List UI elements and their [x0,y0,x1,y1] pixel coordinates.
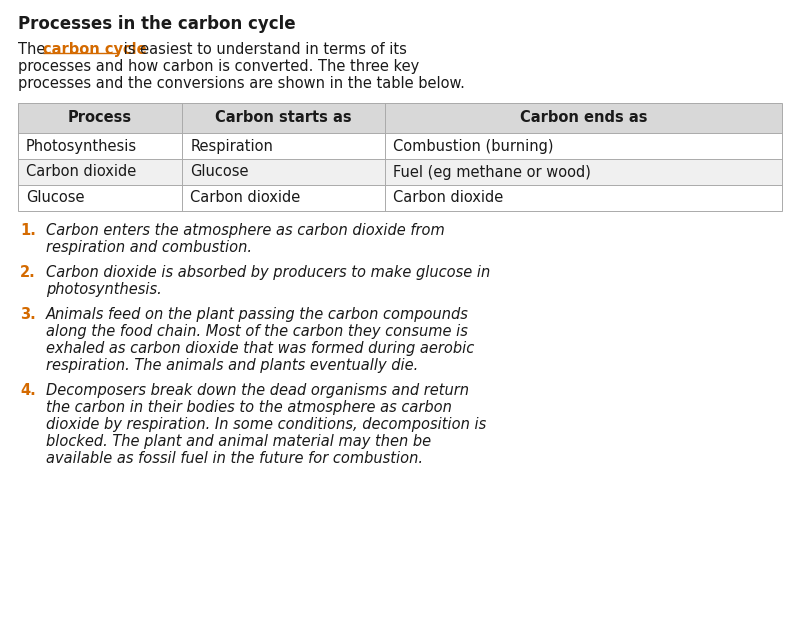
Text: available as fossil fuel in the future for combustion.: available as fossil fuel in the future f… [46,451,423,466]
Text: along the food chain. Most of the carbon they consume is: along the food chain. Most of the carbon… [46,324,468,339]
Text: dioxide by respiration. In some conditions, decomposition is: dioxide by respiration. In some conditio… [46,417,486,432]
Bar [18,133,782,159]
Text: The: The [18,42,50,57]
Text: the carbon in their bodies to the atmosphere as carbon: the carbon in their bodies to the atmosp… [46,400,452,415]
Text: Carbon dioxide: Carbon dioxide [26,164,136,179]
Bar [18,103,782,211]
Text: 3.: 3. [20,307,36,322]
Text: Carbon dioxide: Carbon dioxide [190,191,301,206]
Text: Respiration: Respiration [190,138,273,153]
Text: Glucose: Glucose [190,164,249,179]
Text: exhaled as carbon dioxide that was formed during aerobic: exhaled as carbon dioxide that was forme… [46,341,474,356]
Text: 4.: 4. [20,383,36,398]
Bar [18,185,782,211]
Text: Carbon dioxide: Carbon dioxide [393,191,503,206]
Text: blocked. The plant and animal material may then be: blocked. The plant and animal material m… [46,434,431,449]
Text: processes and how carbon is converted. The three key: processes and how carbon is converted. T… [18,59,419,74]
Text: Animals feed on the plant passing the carbon compounds: Animals feed on the plant passing the ca… [46,307,469,322]
Text: Processes in the carbon cycle: Processes in the carbon cycle [18,15,296,33]
Text: 2.: 2. [20,265,36,280]
Text: Combustion (burning): Combustion (burning) [393,138,554,153]
Text: respiration. The animals and plants eventually die.: respiration. The animals and plants even… [46,358,418,373]
Text: Fuel (eg methane or wood): Fuel (eg methane or wood) [393,164,590,179]
Text: photosynthesis.: photosynthesis. [46,282,162,297]
Text: Photosynthesis: Photosynthesis [26,138,137,153]
Text: is easiest to understand in terms of its: is easiest to understand in terms of its [118,42,406,57]
Text: Process: Process [68,110,132,125]
Text: processes and the conversions are shown in the table below.: processes and the conversions are shown … [18,76,465,91]
Text: Glucose: Glucose [26,191,85,206]
Text: Carbon dioxide is absorbed by producers to make glucose in: Carbon dioxide is absorbed by producers … [46,265,490,280]
Text: carbon cycle: carbon cycle [43,42,147,57]
Text: Carbon starts as: Carbon starts as [215,110,352,125]
Text: 1.: 1. [20,223,36,238]
Bar [18,103,782,133]
Text: Carbon enters the atmosphere as carbon dioxide from: Carbon enters the atmosphere as carbon d… [46,223,445,238]
Text: Carbon ends as: Carbon ends as [520,110,647,125]
Text: Decomposers break down the dead organisms and return: Decomposers break down the dead organism… [46,383,469,398]
Bar [18,159,782,185]
Text: respiration and combustion.: respiration and combustion. [46,240,252,255]
